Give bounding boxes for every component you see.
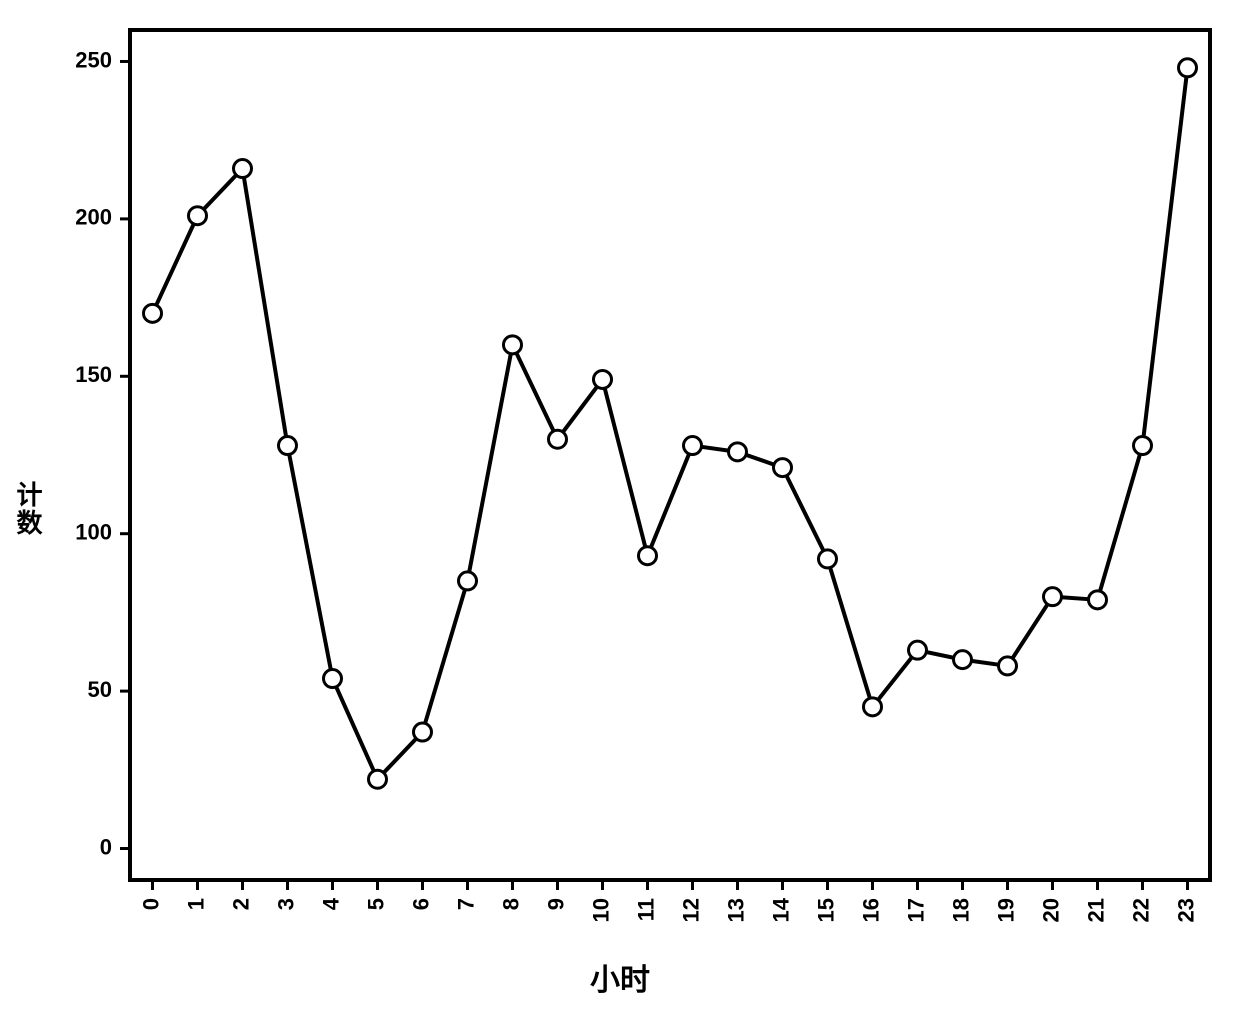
svg-text:18: 18 [948, 898, 973, 922]
svg-text:14: 14 [768, 897, 793, 922]
y-axis-label: 计数 [10, 481, 47, 537]
svg-text:3: 3 [273, 898, 298, 910]
svg-text:200: 200 [75, 205, 112, 230]
svg-text:7: 7 [453, 898, 478, 910]
svg-text:13: 13 [723, 898, 748, 922]
svg-text:10: 10 [588, 898, 613, 922]
chart-svg: 0501001502002500123456789101112131415161… [0, 0, 1240, 1017]
svg-text:20: 20 [1038, 898, 1063, 922]
svg-text:1: 1 [183, 898, 208, 910]
svg-text:5: 5 [363, 898, 388, 910]
svg-text:17: 17 [903, 898, 928, 922]
svg-text:6: 6 [408, 898, 433, 910]
svg-text:0: 0 [138, 898, 163, 910]
svg-text:12: 12 [678, 898, 703, 922]
svg-text:2: 2 [228, 898, 253, 910]
svg-text:50: 50 [88, 677, 112, 702]
line-chart: 0501001502002500123456789101112131415161… [0, 0, 1240, 1017]
svg-text:19: 19 [993, 898, 1018, 922]
svg-text:15: 15 [813, 898, 838, 922]
svg-text:100: 100 [75, 520, 112, 545]
svg-text:8: 8 [498, 898, 523, 910]
svg-text:4: 4 [318, 897, 343, 910]
svg-text:22: 22 [1128, 898, 1153, 922]
svg-text:21: 21 [1083, 898, 1108, 922]
svg-text:250: 250 [75, 47, 112, 72]
svg-text:11: 11 [633, 898, 658, 921]
svg-text:150: 150 [75, 362, 112, 387]
svg-text:16: 16 [858, 898, 883, 922]
svg-text:0: 0 [100, 834, 112, 859]
svg-text:9: 9 [543, 898, 568, 910]
x-axis-label: 小时 [590, 955, 650, 999]
svg-text:23: 23 [1173, 898, 1198, 922]
